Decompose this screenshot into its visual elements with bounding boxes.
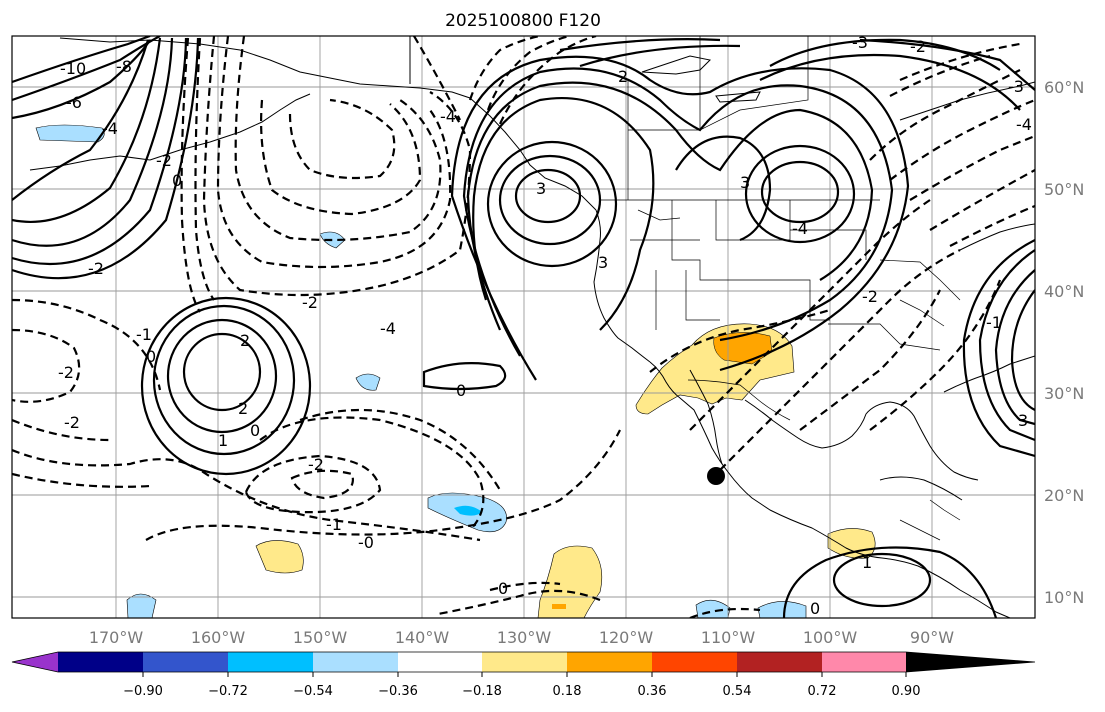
contour-label: 3 [598,253,608,272]
colorbar-bin [143,652,228,672]
contour-label: -4 [1016,115,1032,134]
contour-label: -3 [1008,77,1024,96]
colorbar-bin [652,652,737,672]
lat-label: 40°N [1044,282,1084,301]
colorbar-tick: −0.72 [208,684,248,699]
lon-label: 110°W [701,628,756,647]
contour-label: -0 [358,533,374,552]
contour-label: 1 [218,431,228,450]
contours-solid [12,36,1035,618]
colorbar-max-extension [906,652,1035,672]
colorbar-bin [822,652,906,672]
blue-shade-region [757,601,807,618]
map-frame [11,35,1036,619]
orange-shade-region [552,604,566,609]
colorbar-bin [737,652,822,672]
colorbar-bin [313,652,398,672]
contour-label: -1 [136,325,152,344]
contour-labels: -10 -6 -8 -4 0 -2 -2 -1 0 -2 -2 2 2 1 0 … [58,33,1032,618]
lat-label: 10°N [1044,588,1084,607]
contour-label: -8 [116,57,132,76]
colorbar-tick: −0.18 [462,684,502,699]
blue-shade-region [35,124,105,143]
contour-label: -2 [862,287,878,306]
contour-label: 0 [172,171,182,190]
map-panel: -10 -6 -8 -4 0 -2 -2 -1 0 -2 -2 2 2 1 0 … [11,33,1036,619]
colorbar-min-extension [12,652,58,672]
colorbar-tick: 0.36 [638,684,667,699]
colorbar-bin [228,652,313,672]
lon-label: 90°W [910,628,954,647]
lat-label: 30°N [1044,384,1084,403]
latitude-labels: 60°N 50°N 40°N 30°N 20°N 10°N [1044,78,1084,607]
lon-label: 150°W [293,628,348,647]
longitude-labels: 170°W 160°W 150°W 140°W 130°W 120°W 110°… [89,628,954,647]
lon-label: 160°W [191,628,246,647]
contour-label: 0 [810,599,820,618]
contour-label: -2 [308,455,324,474]
lon-label: 100°W [803,628,858,647]
contour-label: 2 [240,331,250,350]
lat-label: 50°N [1044,180,1084,199]
colorbar-tick: −0.90 [123,684,163,699]
political-borders [600,36,961,541]
colorbar-tick: −0.36 [378,684,418,699]
lon-label: 140°W [395,628,450,647]
contour-label: -6 [66,93,82,112]
contour-label: 1 [862,553,872,572]
lon-label: 170°W [89,628,144,647]
lon-label: 120°W [599,628,654,647]
contour-label: -2 [302,293,318,312]
contour-label: 2 [238,399,248,418]
chart-title: 2025100800 F120 [445,11,601,31]
contour-label: 3 [740,173,750,192]
colorbar-bin [58,652,143,672]
contour-label: 3 [1018,411,1028,430]
contour-label: -4 [102,119,118,138]
contour-label: -1 [326,515,342,534]
gridlines [12,36,1035,618]
contour-label: -2 [910,37,926,56]
contour-label: -2 [88,259,104,278]
blue-shade-region [319,231,346,249]
contour-label: 0 [498,579,508,598]
yellow-shade-region [537,545,603,618]
colorbar-bin [398,652,482,672]
contour-label: -2 [64,413,80,432]
contour-label: -2 [58,363,74,382]
contours-dashed [12,36,1035,618]
colorbar-tick: 0.18 [553,684,582,699]
colorbar-tick: 0.72 [808,684,837,699]
contour-label: -2 [156,151,172,170]
contour-label: 2 [618,67,628,86]
contour-label: 3 [536,179,546,198]
contour-label: -4 [380,319,396,338]
contour-label: 0 [146,347,156,366]
contour-label: -3 [852,33,868,52]
blue-shade-region [126,593,157,618]
contour-label: 0 [250,421,260,440]
storm-center-marker [707,467,725,485]
lon-label: 130°W [497,628,552,647]
colorbar: −0.90 −0.72 −0.54 −0.36 −0.18 0.18 0.36 … [11,651,1036,699]
colorbar-tick: 0.54 [723,684,752,699]
contour-label: -1 [986,313,1002,332]
contour-label: 0 [456,381,466,400]
blue-shade-region [355,373,381,391]
contour-label: -10 [60,59,86,78]
blue-shade-region [454,505,482,516]
colorbar-tick: 0.90 [892,684,921,699]
contour-label: -4 [792,219,808,238]
contour-label: -4 [440,107,456,126]
colorbar-bin [567,652,652,672]
lat-label: 20°N [1044,486,1084,505]
colorbar-tick: −0.54 [293,684,333,699]
colorbar-bin [482,652,567,672]
lat-label: 60°N [1044,78,1084,97]
yellow-shade-region [255,540,304,574]
